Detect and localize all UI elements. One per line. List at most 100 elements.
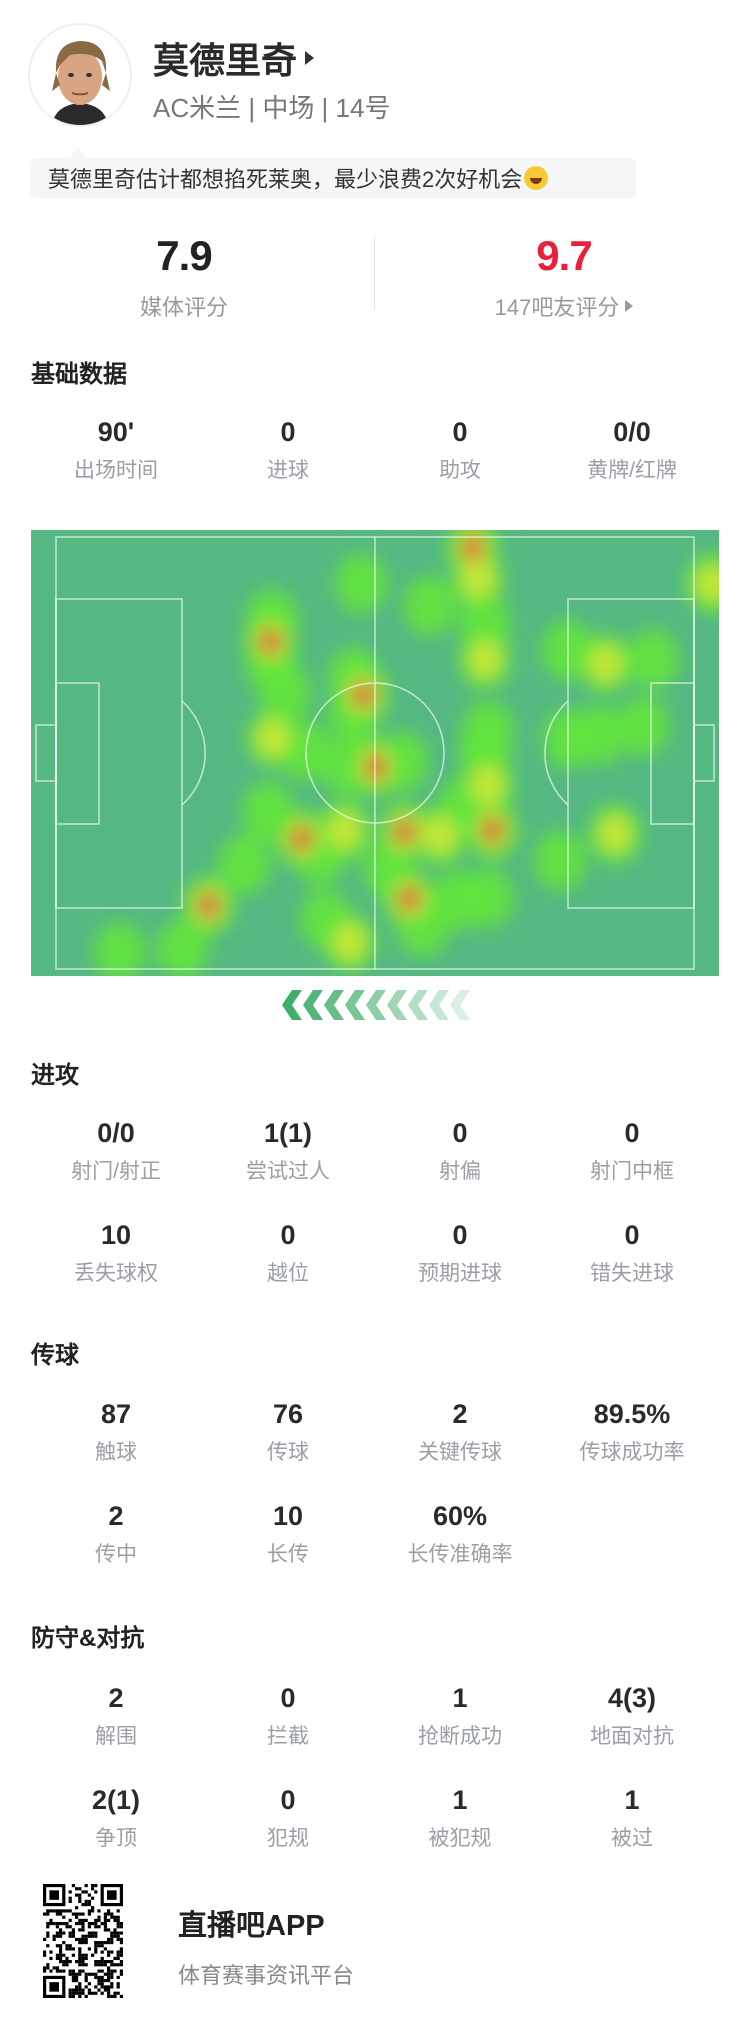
stat-label: 犯规 xyxy=(267,1827,309,1850)
stat-value: 76 xyxy=(272,1399,304,1429)
stat-value: 1 xyxy=(452,1785,468,1815)
stat-value: 0 xyxy=(452,1118,468,1148)
heatmap-point xyxy=(598,814,633,854)
stat-item: 0 射偏 xyxy=(374,1117,546,1185)
stat-label: 传球 xyxy=(267,1441,309,1464)
passing-stats: 87 触球 76 传球 2 关键传球 89.5% 传球成功率 2 传中 10 长传 60% 长传准确率 xyxy=(30,1398,718,1568)
heatmap-point xyxy=(197,892,220,919)
chevron-left-icon xyxy=(282,990,302,1020)
chevron-left-icon xyxy=(303,990,323,1020)
comment-text: 莫德里奇估计都想掐死莱奥，最少浪费2次好机会 xyxy=(48,167,523,192)
section-title-attack: 进攻 xyxy=(31,1062,79,1089)
heatmap-point xyxy=(470,765,505,805)
stat-value: 2 xyxy=(108,1683,124,1713)
player-avatar[interactable] xyxy=(28,23,132,127)
attack-direction-arrows xyxy=(282,990,471,1020)
stat-value: 1 xyxy=(624,1785,640,1815)
stat-item: 10 长传 xyxy=(202,1500,374,1568)
stat-item: 0 射门中框 xyxy=(546,1117,718,1185)
stat-item: 2 关键传球 xyxy=(374,1398,546,1466)
stat-label: 错失进球 xyxy=(590,1262,674,1285)
heatmap-point xyxy=(534,830,587,891)
stat-label: 黄牌/红牌 xyxy=(587,459,677,482)
stat-item: 0 错失进球 xyxy=(546,1219,718,1287)
arrow-right-icon xyxy=(625,300,634,312)
stat-item: 89.5% 传球成功率 xyxy=(546,1398,718,1466)
stat-item: 0/0 黄牌/红牌 xyxy=(546,416,718,484)
stat-label: 解围 xyxy=(95,1725,137,1748)
attack-stats: 0/0 射门/射正 1(1) 尝试过人 0 射偏 0 射门中框 10 丢失球权 0 越位 0 预期进球 0 错… xyxy=(30,1117,718,1287)
stat-item: 0 犯规 xyxy=(202,1784,374,1852)
stat-label: 被过 xyxy=(611,1827,653,1850)
app-slogan: 体育赛事资讯平台 xyxy=(178,1963,355,1988)
stat-item: 1 抢断成功 xyxy=(374,1682,546,1750)
heatmap-point xyxy=(423,815,458,856)
stat-label: 关键传球 xyxy=(418,1441,502,1464)
heatmap-point xyxy=(335,553,388,614)
heatmap-point xyxy=(695,563,719,604)
stat-value: 87 xyxy=(100,1399,132,1429)
chevron-left-icon xyxy=(366,990,386,1020)
stat-label: 传中 xyxy=(95,1543,137,1566)
heatmap-point xyxy=(468,639,503,679)
heatmap-point xyxy=(93,922,146,976)
stat-value: 60% xyxy=(432,1501,488,1531)
comment-bubble: 莫德里奇估计都想掐死莱奥，最少浪费2次好机会 xyxy=(30,146,636,198)
chevron-left-icon xyxy=(450,990,470,1020)
heatmap-point xyxy=(461,559,496,599)
stat-value: 10 xyxy=(272,1501,304,1531)
stat-label: 长传准确率 xyxy=(407,1543,513,1566)
player-photo xyxy=(30,25,130,125)
stat-value: 89.5% xyxy=(593,1399,671,1429)
fan-rating[interactable]: 9.7 147吧友评分 xyxy=(404,232,724,322)
heatmap-point xyxy=(218,834,271,894)
chevron-left-icon xyxy=(345,990,365,1020)
stat-label: 越位 xyxy=(267,1262,309,1285)
heatmap-point xyxy=(156,919,209,976)
stat-item: 0/0 射门/射正 xyxy=(30,1117,202,1185)
stat-value: 90' xyxy=(97,417,135,447)
stat-label: 出场时间 xyxy=(74,459,158,482)
heatmap-point xyxy=(332,923,367,963)
stat-label: 拦截 xyxy=(267,1725,309,1748)
stat-value: 2(1) xyxy=(91,1785,140,1815)
stat-label: 预期进球 xyxy=(418,1262,502,1285)
heatmap-point xyxy=(617,696,670,757)
chevron-left-icon xyxy=(429,990,449,1020)
stat-item: 76 传球 xyxy=(202,1398,374,1466)
player-info: AC米兰 | 中场 | 14号 xyxy=(153,93,391,123)
stat-label: 丢失球权 xyxy=(74,1262,158,1285)
stat-label: 射门中框 xyxy=(590,1160,674,1183)
stat-item: 90' 出场时间 xyxy=(30,416,202,484)
heatmap-point xyxy=(352,682,375,708)
stat-item: 2 解围 xyxy=(30,1682,202,1750)
stat-item: 0 进球 xyxy=(202,416,374,484)
heatmap-point xyxy=(290,825,313,852)
stat-item: 0 越位 xyxy=(202,1219,374,1287)
stat-value: 2 xyxy=(452,1399,468,1429)
stat-value: 0 xyxy=(280,1220,296,1250)
stat-value: 0 xyxy=(624,1220,640,1250)
app-name: 直播吧APP xyxy=(178,1910,325,1942)
divider xyxy=(374,236,375,310)
heatmap-point xyxy=(626,629,679,690)
defense-stats: 2 解围 0 拦截 1 抢断成功 4(3) 地面对抗 2(1) 争顶 0 犯规 1 被犯规 1 被过 xyxy=(30,1682,718,1852)
player-name-link[interactable]: 莫德里奇 xyxy=(153,32,315,84)
heatmap-pitch xyxy=(31,530,719,976)
stat-item: 2 传中 xyxy=(30,1500,202,1568)
qr-code[interactable] xyxy=(43,1884,123,1998)
stat-label: 射门/射正 xyxy=(71,1160,161,1183)
stat-label: 尝试过人 xyxy=(246,1160,330,1183)
section-title-passing: 传球 xyxy=(31,1342,79,1369)
stat-item: 0 预期进球 xyxy=(374,1219,546,1287)
media-rating: 7.9 媒体评分 xyxy=(24,232,344,322)
stat-item: 2(1) 争顶 xyxy=(30,1784,202,1852)
media-rating-label: 媒体评分 xyxy=(139,295,228,320)
heatmap-point xyxy=(321,736,374,797)
stat-value: 0 xyxy=(624,1118,640,1148)
heatmap-point xyxy=(481,817,504,843)
stat-label: 长传 xyxy=(267,1543,309,1566)
heatmap-point xyxy=(461,535,484,561)
stat-label: 助攻 xyxy=(439,459,481,482)
stat-item: 10 丢失球权 xyxy=(30,1219,202,1287)
